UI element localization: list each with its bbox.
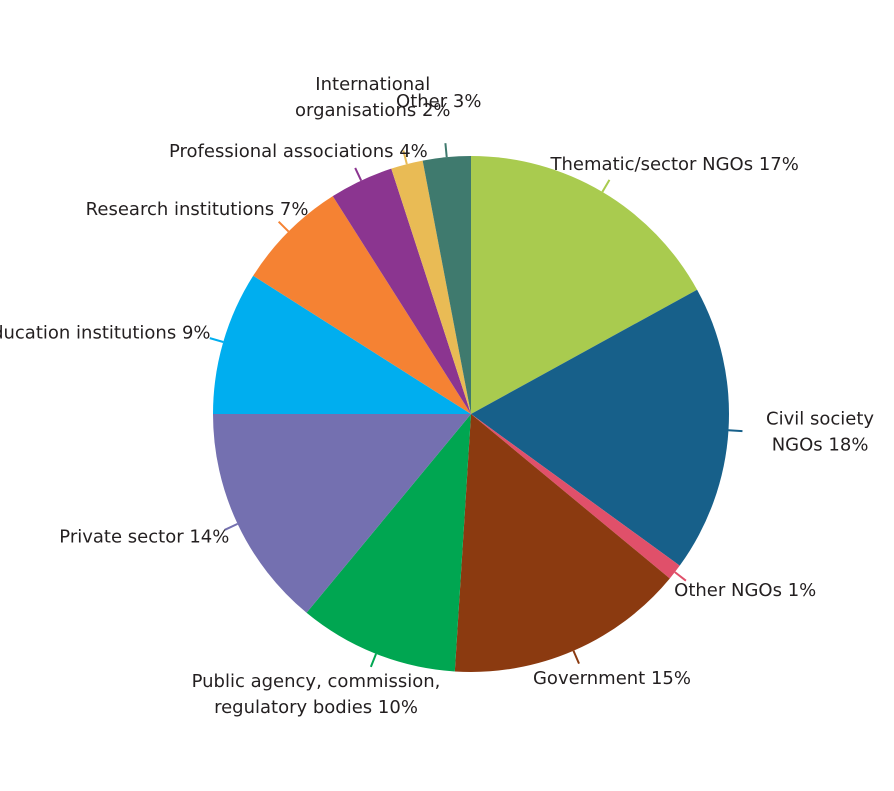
value-label: 9% [181,322,211,344]
leader-line [354,167,363,181]
pie-slice [454,414,670,672]
pie-slice [391,160,471,414]
slice-label: Civil society NGOs 18% [746,407,894,459]
category-name: Private sector [59,526,184,548]
pie-slice [213,414,471,613]
slice-label: Education institutions 9% [0,320,211,346]
leader-line [224,522,238,531]
category-name: Public agency, commission, regulatory bo… [191,670,441,718]
value-label: 1% [787,580,817,602]
leader-line [402,150,408,165]
slice-label: Thematic/sector NGOs 17% [551,152,799,178]
slice-label: Professional associations 4% [169,140,428,166]
value-label: 4% [399,141,428,163]
value-label: 18% [828,434,869,456]
slice-label: International organisations 2% [278,72,468,124]
slice-label: Research institutions 7% [86,197,309,223]
category-name: Professional associations [169,141,394,163]
category-name: Government [532,668,646,690]
value-label: 2% [421,100,451,122]
pie-slice [422,156,471,414]
leader-line [674,571,687,582]
pie-slice [213,275,471,414]
pie-slice [471,289,729,566]
value-label: 10% [377,696,418,718]
pie-slice [471,156,698,414]
category-name: Other NGOs [674,580,782,602]
value-label: 3% [452,91,482,113]
value-label: 17% [758,154,799,176]
category-name: Research institutions [85,198,275,220]
leader-line [369,653,377,668]
leader-line [728,429,743,433]
value-label: 14% [189,526,230,548]
pie-slice [332,168,471,414]
leader-line [277,220,290,233]
leader-line [209,337,224,343]
category-name: Civil society NGOs [766,408,875,456]
leader-line [444,143,448,158]
slice-label: Other 3% [396,89,481,115]
slice-label: Public agency, commission, regulatory bo… [171,669,461,721]
pie-slice [471,414,680,579]
pie-slice [253,196,471,414]
leader-line [572,650,580,665]
value-label: 7% [279,198,309,220]
category-name: Thematic/sector NGOs [550,154,754,176]
category-name: International organisations [294,74,431,122]
leader-line [601,179,611,193]
slice-label: Other NGOs 1% [674,578,816,604]
value-label: 15% [650,668,691,690]
category-name: Other [396,91,448,113]
category-name: Education institutions [0,322,177,344]
slice-label: Government 15% [533,666,691,692]
pie-slice [306,414,471,672]
slice-label: Private sector 14% [59,524,229,550]
